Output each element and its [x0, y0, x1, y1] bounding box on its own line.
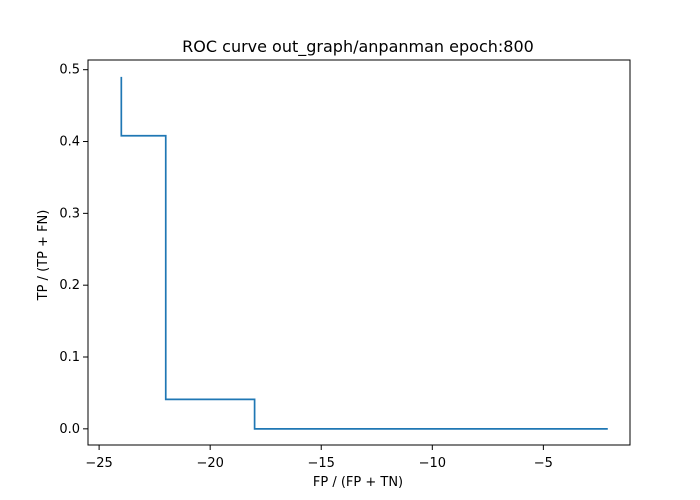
plot-layer: [120, 76, 608, 430]
chart-title: ROC curve out_graph/anpanman epoch:800: [182, 37, 534, 57]
x-tick-label: −10: [419, 456, 446, 471]
y-tick-label: 0.4: [59, 135, 80, 150]
x-tick-label: −5: [534, 456, 553, 471]
y-axis-label: TP / (TP + FN): [36, 210, 51, 302]
x-tick-label: −15: [308, 456, 335, 471]
x-axis-label: FP / (FP + TN): [313, 475, 403, 490]
x-tick-label: −25: [85, 456, 112, 471]
axes-layer: −25 −20 −15 −10 −5 0.0 0.1 0.2 0.3 0.4 0.5: [59, 59, 631, 471]
y-tick-label: 0.5: [59, 63, 80, 78]
roc-series-line: [120, 76, 608, 430]
y-tick-label: 0.1: [59, 350, 80, 365]
x-tick-label: −20: [196, 456, 223, 471]
plot-area-frame: [87, 59, 631, 446]
y-tick-label: 0.3: [59, 206, 80, 221]
y-tick-label: 0.2: [59, 278, 80, 293]
y-tick-label: 0.0: [59, 422, 80, 437]
